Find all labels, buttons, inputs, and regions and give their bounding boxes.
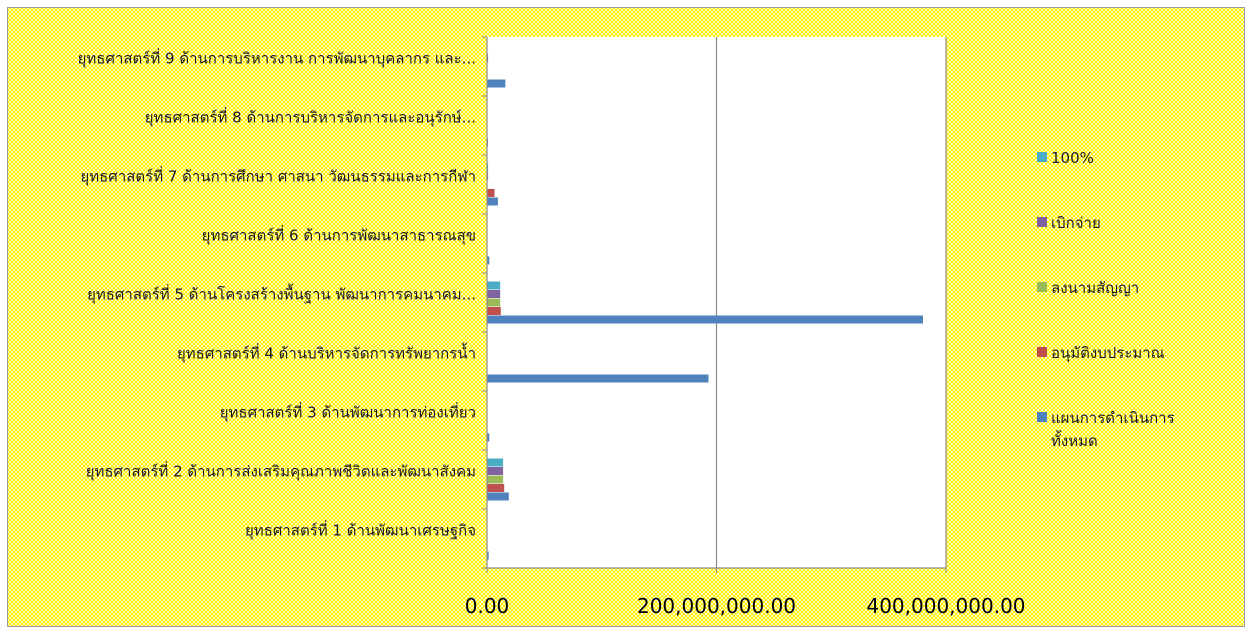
category-label: ยุทธศาสตร์ที่ 4 ด้านบริหารจัดการทรัพยากร… <box>177 343 476 364</box>
category-label: ยุทธศาสตร์ที่ 5 ด้านโครงสร้างพื้นฐาน พัฒ… <box>87 284 476 305</box>
bar <box>487 290 501 298</box>
bar <box>487 189 495 197</box>
x-tick-label: 200,000,000.00 <box>637 594 796 618</box>
legend-label: 100% <box>1051 149 1094 167</box>
legend-swatch <box>1037 217 1047 227</box>
bar <box>487 197 498 206</box>
category-label: ยุทธศาสตร์ที่ 2 ด้านการส่งเสริมคุณภาพชีว… <box>86 461 476 482</box>
bar <box>487 281 501 290</box>
bar <box>487 374 709 383</box>
legend-swatch <box>1037 347 1047 357</box>
bar <box>487 492 509 501</box>
bar <box>487 484 505 492</box>
category-label: ยุทธศาสตร์ที่ 9 ด้านการบริหารงาน การพัฒน… <box>78 48 476 69</box>
legend-swatch <box>1037 412 1047 422</box>
bar <box>487 256 490 265</box>
category-label: ยุทธศาสตร์ที่ 6 ด้านการพัฒนาสาธารณสุข <box>202 225 476 246</box>
bar <box>487 551 489 560</box>
legend-label: แผนการดำเนินการ <box>1051 409 1175 427</box>
bar <box>487 467 504 475</box>
legend-label: ทั้งหมด <box>1051 430 1098 450</box>
legend-swatch <box>1037 282 1047 292</box>
bar <box>487 458 504 467</box>
bar <box>487 298 501 307</box>
category-label: ยุทธศาสตร์ที่ 1 ด้านพัฒนาเศรษฐกิจ <box>245 520 476 541</box>
bar <box>487 433 490 442</box>
category-label: ยุทธศาสตร์ที่ 3 ด้านพัฒนาการท่องเที่ยว <box>220 402 476 423</box>
x-tick-label: 400,000,000.00 <box>866 594 1025 618</box>
bar <box>487 79 506 88</box>
bar <box>487 307 501 315</box>
bar <box>487 475 504 484</box>
x-tick-label: 0.00 <box>465 594 510 618</box>
legend-label: เบิกจ่าย <box>1051 214 1101 232</box>
legend-swatch <box>1037 152 1047 162</box>
legend-label: ลงนามสัญญา <box>1051 279 1139 297</box>
category-label: ยุทธศาสตร์ที่ 8 ด้านการบริหารจัดการและอน… <box>145 107 476 128</box>
legend-label: อนุมัติงบประมาณ <box>1051 344 1165 363</box>
category-label: ยุทธศาสตร์ที่ 7 ด้านการศึกษา ศาสนา วัฒนธ… <box>80 166 476 187</box>
bar <box>487 315 923 324</box>
